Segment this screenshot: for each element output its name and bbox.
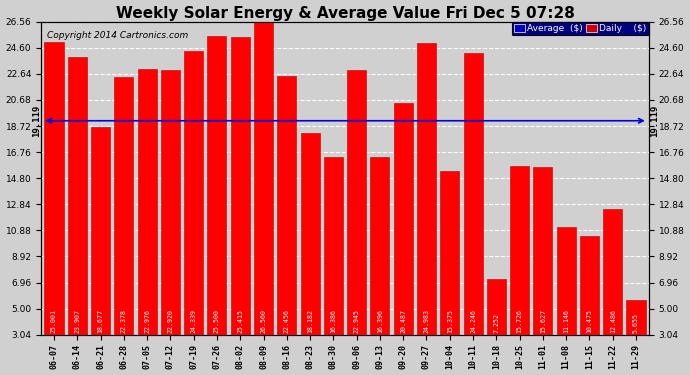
Text: 16.396: 16.396: [377, 309, 383, 333]
Legend: Average  ($), Daily    ($): Average ($), Daily ($): [511, 22, 649, 35]
Text: 22.976: 22.976: [144, 309, 150, 333]
Bar: [301, 133, 319, 335]
Text: Copyright 2014 Cartronics.com: Copyright 2014 Cartronics.com: [47, 31, 188, 40]
Text: 22.920: 22.920: [168, 309, 173, 333]
Text: 5.655: 5.655: [633, 313, 639, 333]
Text: 18.677: 18.677: [97, 309, 104, 333]
Text: 23.907: 23.907: [75, 309, 80, 333]
Text: 18.182: 18.182: [307, 309, 313, 333]
Text: 25.001: 25.001: [51, 309, 57, 333]
Text: 11.146: 11.146: [563, 309, 569, 333]
Bar: [627, 300, 646, 335]
Bar: [394, 102, 413, 335]
Bar: [510, 166, 529, 335]
Text: 12.486: 12.486: [610, 309, 615, 333]
Text: 19.119: 19.119: [650, 105, 659, 137]
Text: 25.415: 25.415: [237, 309, 244, 333]
Text: 15.627: 15.627: [540, 309, 546, 333]
Text: 24.983: 24.983: [424, 309, 429, 333]
Text: 7.252: 7.252: [493, 313, 500, 333]
Text: 20.487: 20.487: [400, 309, 406, 333]
Bar: [230, 37, 250, 335]
Bar: [115, 77, 133, 335]
Bar: [580, 236, 599, 335]
Text: 24.339: 24.339: [190, 309, 197, 333]
Bar: [277, 76, 296, 335]
Bar: [603, 209, 622, 335]
Bar: [557, 227, 575, 335]
Text: 16.386: 16.386: [331, 309, 336, 333]
Bar: [417, 43, 436, 335]
Bar: [91, 127, 110, 335]
Text: 25.500: 25.500: [214, 309, 220, 333]
Text: 22.378: 22.378: [121, 309, 127, 333]
Text: 15.375: 15.375: [446, 309, 453, 333]
Bar: [371, 157, 389, 335]
Bar: [44, 42, 63, 335]
Text: 22.945: 22.945: [354, 309, 359, 333]
Bar: [161, 70, 180, 335]
Title: Weekly Solar Energy & Average Value Fri Dec 5 07:28: Weekly Solar Energy & Average Value Fri …: [115, 6, 575, 21]
Bar: [347, 70, 366, 335]
Text: 15.726: 15.726: [517, 309, 522, 333]
Text: 22.456: 22.456: [284, 309, 290, 333]
Text: 19.119: 19.119: [32, 105, 41, 137]
Text: 24.246: 24.246: [470, 309, 476, 333]
Bar: [184, 51, 203, 335]
Bar: [533, 167, 553, 335]
Bar: [208, 36, 226, 335]
Bar: [324, 157, 343, 335]
Bar: [254, 22, 273, 335]
Bar: [137, 69, 157, 335]
Text: 10.475: 10.475: [586, 309, 593, 333]
Text: 26.560: 26.560: [261, 309, 266, 333]
Bar: [464, 53, 482, 335]
Bar: [440, 171, 460, 335]
Bar: [487, 279, 506, 335]
Bar: [68, 57, 87, 335]
